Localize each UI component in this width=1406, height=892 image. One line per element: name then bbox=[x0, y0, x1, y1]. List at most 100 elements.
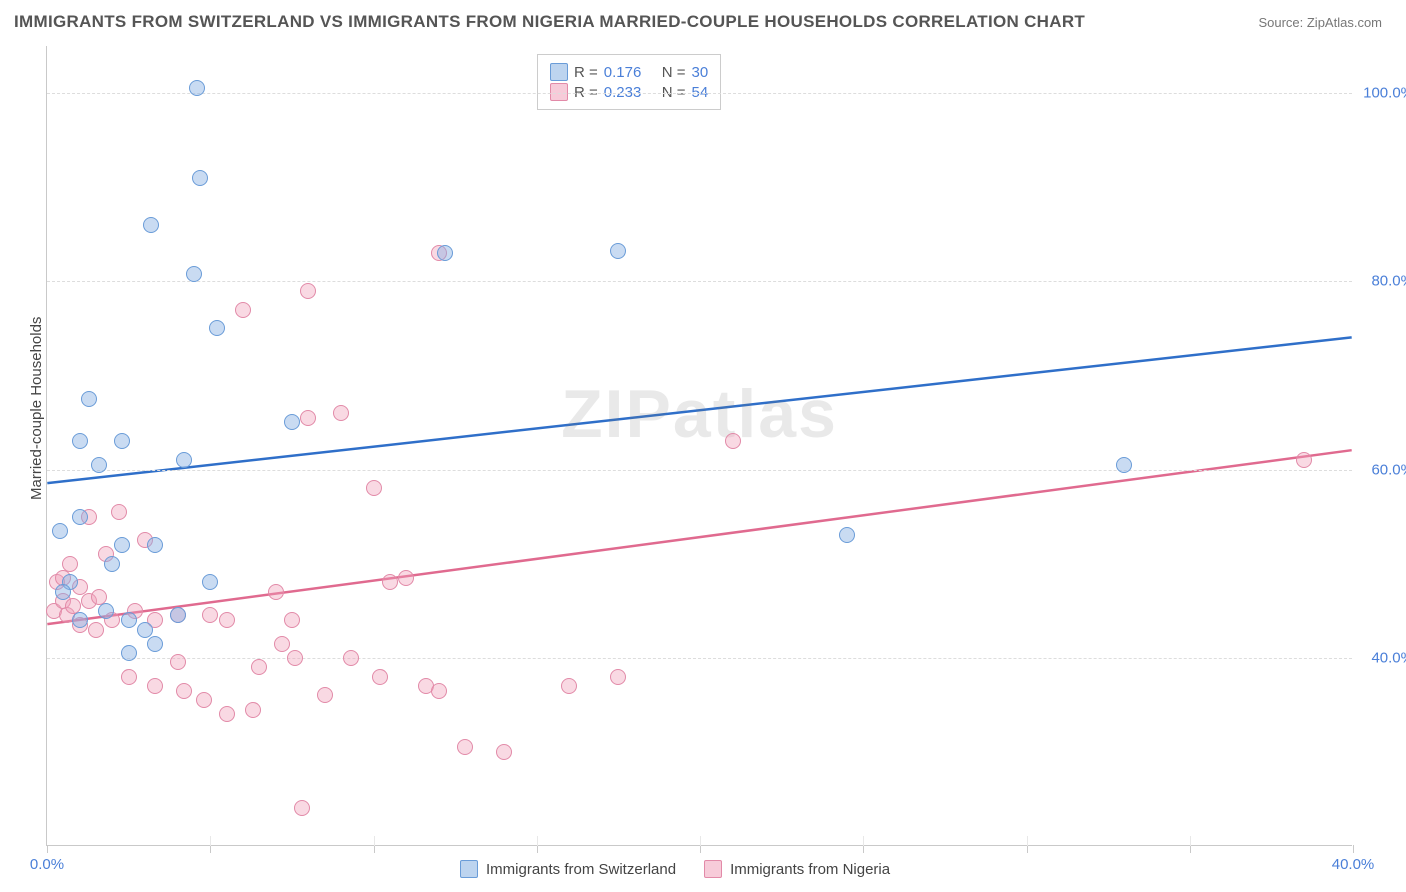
data-point bbox=[104, 556, 120, 572]
legend-item-nigeria: Immigrants from Nigeria bbox=[704, 860, 890, 878]
gridline bbox=[47, 93, 1352, 94]
data-point bbox=[431, 683, 447, 699]
gridline bbox=[47, 658, 1352, 659]
data-point bbox=[121, 669, 137, 685]
y-tick-label: 40.0% bbox=[1371, 649, 1406, 666]
data-point bbox=[610, 243, 626, 259]
data-point bbox=[176, 683, 192, 699]
legend-label: Immigrants from Nigeria bbox=[730, 861, 890, 878]
y-tick-label: 100.0% bbox=[1363, 85, 1406, 102]
data-point bbox=[333, 405, 349, 421]
data-point bbox=[343, 650, 359, 666]
data-point bbox=[202, 607, 218, 623]
trend-line bbox=[47, 450, 1351, 624]
data-point bbox=[1296, 452, 1312, 468]
n-label: N = bbox=[662, 84, 686, 101]
swatch-icon bbox=[550, 83, 568, 101]
data-point bbox=[114, 433, 130, 449]
trend-line bbox=[47, 337, 1351, 483]
data-point bbox=[561, 678, 577, 694]
data-point bbox=[287, 650, 303, 666]
data-point bbox=[300, 283, 316, 299]
data-point bbox=[121, 645, 137, 661]
x-tick bbox=[210, 845, 211, 853]
gridline bbox=[47, 470, 1352, 471]
data-point bbox=[366, 480, 382, 496]
data-point bbox=[72, 433, 88, 449]
scatter-plot: ZIPatlas R = 0.176 N = 30 R = 0.233 N = … bbox=[46, 46, 1352, 846]
data-point bbox=[147, 636, 163, 652]
data-point bbox=[192, 170, 208, 186]
x-tick bbox=[1353, 845, 1354, 853]
data-point bbox=[382, 574, 398, 590]
data-point bbox=[300, 410, 316, 426]
source-label: Source: ZipAtlas.com bbox=[1258, 15, 1382, 30]
x-tick bbox=[1190, 845, 1191, 853]
y-tick-label: 60.0% bbox=[1371, 461, 1406, 478]
data-point bbox=[52, 523, 68, 539]
data-point bbox=[189, 80, 205, 96]
x-tick bbox=[374, 845, 375, 853]
data-point bbox=[196, 692, 212, 708]
legend-stats: R = 0.176 N = 30 R = 0.233 N = 54 bbox=[537, 54, 721, 110]
data-point bbox=[81, 391, 97, 407]
n-value: 54 bbox=[692, 84, 709, 101]
data-point bbox=[147, 678, 163, 694]
data-point bbox=[437, 245, 453, 261]
r-label: R = bbox=[574, 84, 598, 101]
data-point bbox=[121, 612, 137, 628]
data-point bbox=[268, 584, 284, 600]
x-tick bbox=[47, 845, 48, 853]
x-tick bbox=[863, 845, 864, 853]
data-point bbox=[496, 744, 512, 760]
data-point bbox=[294, 800, 310, 816]
data-point bbox=[55, 584, 71, 600]
x-tick-label: 40.0% bbox=[1332, 856, 1375, 873]
data-point bbox=[72, 612, 88, 628]
legend-label: Immigrants from Switzerland bbox=[486, 861, 676, 878]
data-point bbox=[251, 659, 267, 675]
data-point bbox=[176, 452, 192, 468]
data-point bbox=[284, 612, 300, 628]
page-title: IMMIGRANTS FROM SWITZERLAND VS IMMIGRANT… bbox=[14, 12, 1085, 32]
data-point bbox=[137, 622, 153, 638]
data-point bbox=[219, 612, 235, 628]
data-point bbox=[245, 702, 261, 718]
data-point bbox=[202, 574, 218, 590]
data-point bbox=[98, 603, 114, 619]
legend-item-switzerland: Immigrants from Switzerland bbox=[460, 860, 676, 878]
data-point bbox=[147, 537, 163, 553]
data-point bbox=[88, 622, 104, 638]
x-tick bbox=[537, 845, 538, 853]
data-point bbox=[610, 669, 626, 685]
data-point bbox=[839, 527, 855, 543]
data-point bbox=[284, 414, 300, 430]
legend-series: Immigrants from Switzerland Immigrants f… bbox=[460, 860, 890, 878]
r-value: 0.233 bbox=[604, 84, 656, 101]
n-value: 30 bbox=[692, 64, 709, 81]
data-point bbox=[372, 669, 388, 685]
data-point bbox=[235, 302, 251, 318]
data-point bbox=[143, 217, 159, 233]
data-point bbox=[398, 570, 414, 586]
data-point bbox=[72, 509, 88, 525]
x-tick bbox=[700, 845, 701, 853]
data-point bbox=[170, 654, 186, 670]
data-point bbox=[317, 687, 333, 703]
data-point bbox=[170, 607, 186, 623]
data-point bbox=[725, 433, 741, 449]
legend-row: R = 0.233 N = 54 bbox=[550, 83, 708, 101]
watermark: ZIPatlas bbox=[561, 375, 838, 453]
x-tick-label: 0.0% bbox=[30, 856, 64, 873]
y-tick-label: 80.0% bbox=[1371, 273, 1406, 290]
data-point bbox=[1116, 457, 1132, 473]
data-point bbox=[274, 636, 290, 652]
x-tick bbox=[1027, 845, 1028, 853]
data-point bbox=[186, 266, 202, 282]
swatch-icon bbox=[550, 63, 568, 81]
data-point bbox=[91, 457, 107, 473]
gridline bbox=[47, 281, 1352, 282]
data-point bbox=[111, 504, 127, 520]
data-point bbox=[114, 537, 130, 553]
trend-lines bbox=[47, 46, 1352, 845]
